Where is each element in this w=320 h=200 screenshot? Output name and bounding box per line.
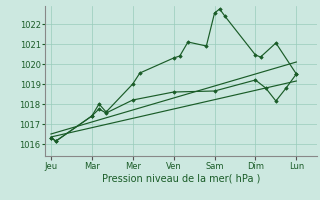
X-axis label: Pression niveau de la mer( hPa ): Pression niveau de la mer( hPa ) bbox=[102, 173, 260, 183]
